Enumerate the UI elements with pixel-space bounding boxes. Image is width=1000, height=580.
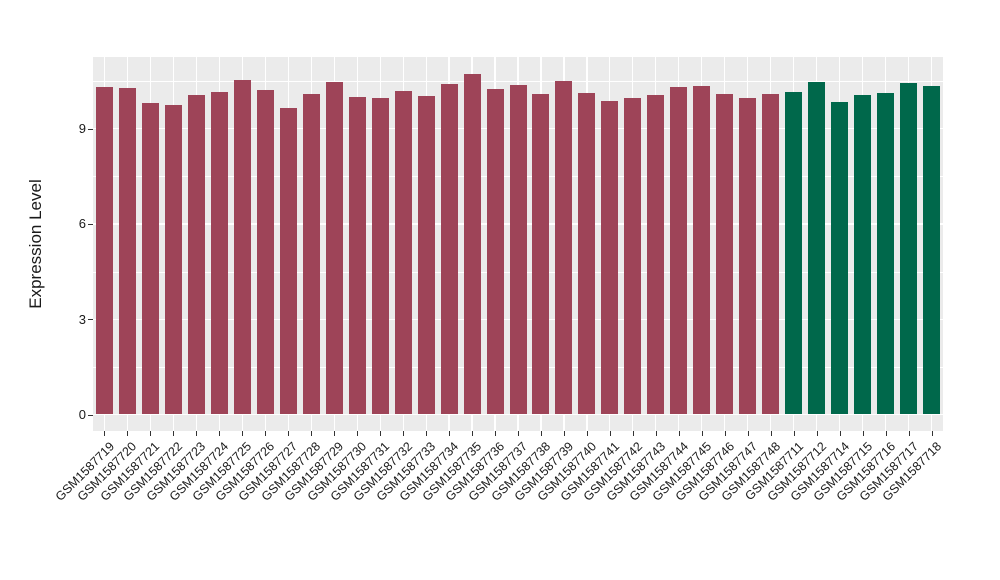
x-tick-mark <box>678 431 680 436</box>
bar <box>486 88 504 415</box>
bar <box>95 87 113 415</box>
bar <box>440 84 458 415</box>
bar <box>808 81 826 415</box>
bar <box>417 95 435 415</box>
bar <box>509 84 527 415</box>
bar <box>555 80 573 415</box>
bar <box>739 98 757 415</box>
x-tick-mark <box>311 431 313 436</box>
x-tick-mark <box>334 431 336 436</box>
bar <box>463 74 481 415</box>
x-tick-mark <box>472 431 474 436</box>
x-tick-mark <box>150 431 152 436</box>
bar <box>371 98 389 415</box>
x-tick-mark <box>173 431 175 436</box>
y-tick-mark <box>88 128 93 130</box>
x-tick-mark <box>839 431 841 436</box>
bar <box>302 94 320 415</box>
bar <box>325 81 343 415</box>
x-tick-mark <box>632 431 634 436</box>
x-tick-mark <box>518 431 519 436</box>
x-tick-mark <box>288 431 290 436</box>
y-axis-title: Expression Level <box>26 179 45 309</box>
x-tick-mark <box>724 431 726 436</box>
x-tick-mark <box>357 431 359 436</box>
x-tick-mark <box>609 431 611 436</box>
bar <box>256 89 274 415</box>
bar <box>762 94 780 415</box>
bar <box>601 101 619 415</box>
bar <box>647 94 665 415</box>
y-tick-mark <box>88 319 93 321</box>
y-tick-label: 9 <box>78 121 86 137</box>
bar <box>187 94 205 415</box>
y-tick-mark <box>88 223 93 225</box>
bar <box>394 91 412 415</box>
x-tick-mark <box>495 431 497 436</box>
x-tick-mark <box>219 431 221 436</box>
x-tick-mark <box>449 431 451 436</box>
bar <box>532 93 550 415</box>
x-tick-mark <box>540 431 542 436</box>
x-tick-mark <box>403 431 405 436</box>
x-tick-mark <box>885 431 887 436</box>
bar <box>210 92 228 415</box>
y-tick-label: 0 <box>78 407 86 422</box>
x-tick-mark <box>380 431 382 436</box>
x-tick-mark <box>793 431 795 436</box>
bar <box>877 93 895 415</box>
x-tick-mark <box>265 431 267 436</box>
x-tick-mark <box>242 431 244 436</box>
bar <box>831 101 849 415</box>
x-tick-mark <box>104 431 106 436</box>
y-tick-label: 3 <box>78 311 86 327</box>
x-tick-mark <box>127 431 129 436</box>
bar <box>624 98 642 415</box>
bar <box>900 82 918 415</box>
minor-gridline <box>93 81 943 82</box>
bar <box>578 93 596 415</box>
x-tick-mark <box>770 431 772 436</box>
x-tick-mark <box>747 431 749 436</box>
plot-panel <box>93 57 943 431</box>
x-tick-mark <box>586 431 588 436</box>
bar <box>693 86 711 415</box>
x-tick-mark <box>908 431 910 436</box>
bar <box>279 107 297 415</box>
x-tick-mark <box>196 431 198 436</box>
bar <box>854 94 872 415</box>
bar <box>348 97 366 415</box>
bar <box>233 80 251 415</box>
x-tick-mark <box>862 431 864 436</box>
x-tick-mark <box>816 431 818 436</box>
major-gridline <box>93 413 943 416</box>
x-tick-mark <box>426 431 428 436</box>
y-tick-mark <box>88 414 93 416</box>
x-tick-mark <box>655 431 657 436</box>
bar <box>923 86 940 415</box>
x-tick-mark <box>931 431 933 436</box>
x-tick-mark <box>563 431 565 436</box>
bar <box>716 94 734 415</box>
bar <box>141 103 159 415</box>
bar <box>118 88 136 415</box>
x-tick-mark <box>701 431 703 436</box>
bar <box>785 92 803 415</box>
y-tick-label: 6 <box>78 216 86 232</box>
bar <box>164 105 182 415</box>
bar <box>670 87 688 415</box>
